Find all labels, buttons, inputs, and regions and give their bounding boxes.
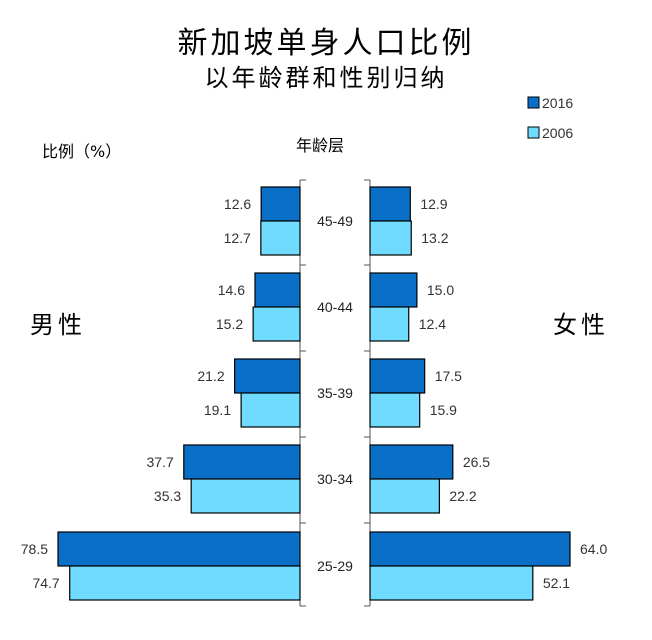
legend: 2016 2006 <box>527 95 573 141</box>
bar-male-2006-40-44 <box>252 306 301 342</box>
bar-male-2016-25-29 <box>57 531 301 567</box>
label-male-2006-45-49: 12.7 <box>224 230 251 246</box>
label-male-2006-30-34: 35.3 <box>154 488 181 504</box>
female-label: 女性 <box>553 311 609 339</box>
legend-swatch-2016 <box>527 96 540 109</box>
bar-male-2006-30-34 <box>190 478 301 514</box>
age-axis-label: 年龄层 <box>296 136 344 155</box>
label-male-2016-25-29: 78.5 <box>21 541 48 557</box>
label-male-2006-40-44: 15.2 <box>216 316 243 332</box>
bar-female-2006-40-44 <box>369 306 410 342</box>
label-male-2016-45-49: 12.6 <box>224 196 251 212</box>
bar-female-2006-30-34 <box>369 478 440 514</box>
label-male-2016-35-39: 21.2 <box>197 368 224 384</box>
chart-title: 新加坡单身人口比例 <box>177 26 475 61</box>
age-label-35-39: 35-39 <box>317 385 353 401</box>
bar-female-2016-40-44 <box>369 272 418 308</box>
bar-female-2016-45-49 <box>369 186 411 222</box>
label-female-2006-35-39: 15.9 <box>430 402 457 418</box>
bar-male-2016-35-39 <box>234 358 301 394</box>
bar-male-2016-30-34 <box>183 444 301 480</box>
label-female-2006-30-34: 22.2 <box>449 488 476 504</box>
bar-female-2016-25-29 <box>369 531 571 567</box>
bar-male-2006-45-49 <box>260 220 301 256</box>
label-male-2006-35-39: 19.1 <box>204 402 231 418</box>
bars: 12.6 12.7 12.9 13.2 45-49 14.6 15.2 15.0 12.4 40-… <box>21 186 607 601</box>
label-female-2006-25-29: 52.1 <box>543 575 570 591</box>
age-label-30-34: 30-34 <box>317 471 353 487</box>
bar-male-2006-35-39 <box>240 392 301 428</box>
bar-male-2016-45-49 <box>260 186 301 222</box>
label-female-2006-40-44: 12.4 <box>419 316 446 332</box>
label-male-2016-30-34: 37.7 <box>147 454 174 470</box>
label-female-2016-30-34: 26.5 <box>463 454 490 470</box>
bar-male-2016-40-44 <box>254 272 301 308</box>
male-label: 男性 <box>30 311 86 339</box>
label-female-2016-45-49: 12.9 <box>420 196 447 212</box>
unit-label: 比例（%） <box>42 142 121 161</box>
chart-subtitle: 以年龄群和性别归纳 <box>204 64 448 92</box>
bar-male-2006-25-29 <box>69 565 301 601</box>
legend-swatch-2006 <box>527 126 540 139</box>
age-label-40-44: 40-44 <box>317 299 353 315</box>
label-female-2016-40-44: 15.0 <box>427 282 454 298</box>
label-female-2016-25-29: 64.0 <box>580 541 607 557</box>
age-label-45-49: 45-49 <box>317 213 353 229</box>
legend-label-2016: 2016 <box>542 95 573 111</box>
label-male-2006-25-29: 74.7 <box>32 575 59 591</box>
bar-female-2006-45-49 <box>369 220 412 256</box>
bar-female-2016-35-39 <box>369 358 426 394</box>
legend-label-2006: 2006 <box>542 125 573 141</box>
age-label-25-29: 25-29 <box>317 558 353 574</box>
bar-female-2006-25-29 <box>369 565 534 601</box>
label-female-2006-45-49: 13.2 <box>421 230 448 246</box>
bar-female-2006-35-39 <box>369 392 421 428</box>
label-male-2016-40-44: 14.6 <box>218 282 245 298</box>
label-female-2016-35-39: 17.5 <box>435 368 462 384</box>
bar-female-2016-30-34 <box>369 444 454 480</box>
